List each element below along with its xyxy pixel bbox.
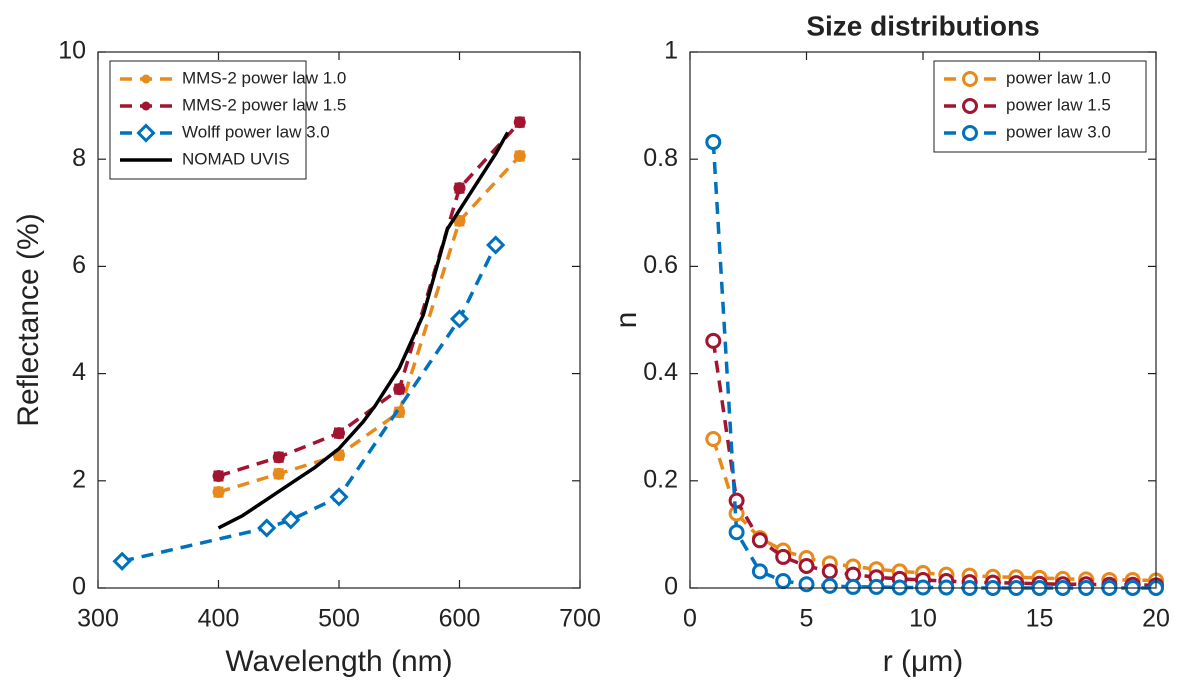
legend-label: NOMAD UVIS: [182, 149, 290, 168]
marker: [868, 578, 885, 595]
legend-label: MMS-2 power law 1.0: [182, 68, 346, 87]
series-line: [121, 244, 498, 563]
y-tick-label: 0: [664, 573, 678, 601]
legend-label: power law 1.0: [1006, 68, 1111, 87]
marker: [705, 332, 722, 349]
y-tick-label: 6: [72, 251, 86, 279]
marker: [728, 524, 745, 541]
x-tick-label: 15: [1026, 605, 1054, 633]
marker: [821, 563, 838, 580]
legend-label: Wolff power law 3.0: [182, 122, 330, 141]
chart-panel: 300 400 500 600 700 0 2 4 6 8 10 Wavelength (nm) Ref…: [12, 37, 601, 678]
y-tick-label: 8: [72, 144, 86, 172]
marker: [272, 467, 285, 480]
marker: [449, 309, 470, 329]
legend-marker: [962, 125, 978, 141]
x-tick-label: 20: [1142, 605, 1170, 633]
marker: [705, 430, 722, 447]
y-tick-label: 0: [72, 573, 86, 601]
legend-marker: [962, 98, 978, 114]
marker: [272, 451, 285, 464]
series-line: [217, 131, 510, 530]
marker: [212, 469, 225, 482]
marker: [281, 510, 301, 530]
marker: [845, 578, 862, 595]
legend-marker: [962, 71, 978, 87]
x-axis-label: r (μm): [883, 645, 964, 678]
y-tick-label: 2: [72, 465, 86, 493]
x-tick-label: 600: [439, 605, 481, 633]
x-tick-label: 400: [198, 605, 240, 633]
marker: [705, 134, 722, 151]
legend-label: power law 1.5: [1006, 95, 1111, 114]
y-axis-label: Reflectance (%): [12, 213, 45, 426]
x-axis-label: Wavelength (nm): [225, 645, 452, 678]
marker: [257, 518, 277, 538]
legend-label: power law 3.0: [1006, 122, 1111, 141]
marker: [393, 383, 406, 396]
marker: [329, 487, 349, 507]
marker: [112, 551, 132, 571]
y-tick-label: 4: [72, 358, 86, 386]
y-tick-label: 1: [664, 37, 678, 65]
marker: [513, 149, 526, 162]
marker: [513, 116, 526, 129]
axes-box: [97, 51, 581, 589]
series-line: [711, 141, 1156, 590]
chart-title: Size distributions: [806, 10, 1039, 41]
x-tick-label: 500: [318, 605, 360, 633]
legend-marker: [141, 74, 151, 84]
axes-box: [689, 51, 1157, 589]
series-line: [217, 154, 522, 494]
marker: [333, 427, 345, 440]
x-tick-label: 5: [800, 605, 814, 633]
x-tick-label: 300: [77, 605, 119, 633]
legend-label: MMS-2 power law 1.5: [182, 95, 346, 114]
y-tick-label: 10: [58, 37, 86, 65]
legend-marker: [141, 101, 151, 111]
marker: [212, 486, 225, 499]
chart-panel: Size distributions 0 5 10 15 20 0 0.2 0.4 0.6 0.8 1…: [610, 10, 1170, 678]
marker: [453, 182, 466, 195]
y-tick-label: 0.8: [643, 144, 678, 172]
marker: [821, 577, 838, 594]
marker: [775, 573, 792, 590]
x-tick-label: 700: [559, 605, 601, 633]
x-tick-label: 10: [909, 605, 937, 633]
x-tick-label: 0: [683, 605, 697, 633]
y-tick-label: 0.4: [643, 358, 678, 386]
marker: [453, 214, 466, 227]
legend-marker: [136, 123, 156, 143]
marker: [798, 576, 815, 593]
y-tick-label: 0.6: [643, 251, 678, 279]
y-tick-label: 0.2: [643, 465, 678, 493]
marker: [775, 548, 792, 565]
marker: [751, 563, 768, 580]
y-axis-label: n: [610, 312, 643, 329]
marker: [751, 532, 768, 549]
marker: [486, 235, 506, 255]
marker: [798, 558, 815, 575]
